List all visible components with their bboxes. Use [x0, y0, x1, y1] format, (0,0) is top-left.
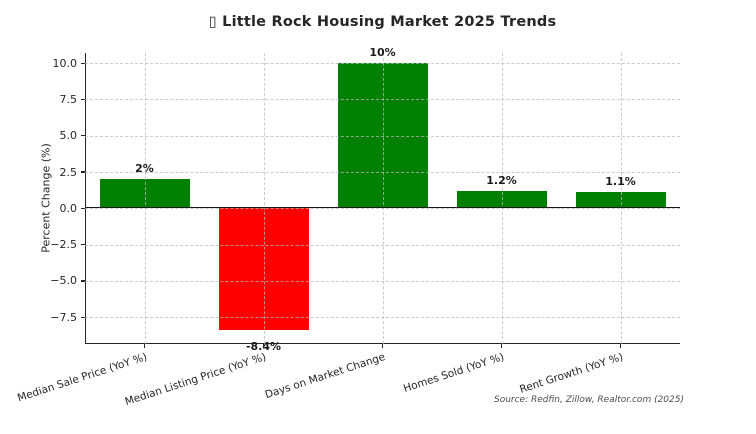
x-tick-mark	[500, 344, 503, 348]
y-tick-mark	[80, 171, 85, 173]
y-tick-mark	[80, 316, 85, 318]
y-tick-mark	[80, 207, 85, 209]
y-tick-mark	[80, 135, 85, 137]
y-tick-mark	[80, 98, 85, 101]
y-tick-mark	[80, 62, 85, 64]
gridline-v	[144, 53, 146, 344]
gridline-v	[620, 53, 622, 344]
y-tick-label: −2.5	[50, 238, 77, 252]
y-tick-label: 2.5	[59, 165, 78, 179]
source-note: Source: Redfin, Zillow, Realtor.com (202…	[493, 395, 684, 405]
bar-value-label: 2%	[135, 162, 154, 176]
y-tick-mark	[80, 280, 85, 282]
x-tick-mark	[143, 344, 146, 348]
chart-title: ▯ Little Rock Housing Market 2025 Trends	[85, 14, 680, 30]
chart-figure: ▯ Little Rock Housing Market 2025 Trends…	[15, 14, 684, 409]
x-tick-label: Rent Growth (YoY %)	[517, 351, 625, 396]
bar-value-label: 10%	[369, 46, 396, 60]
bar-value-label: 1.2%	[486, 173, 517, 187]
chart-title-text: Little Rock Housing Market 2025 Trends	[222, 14, 557, 30]
missing-glyph-house-icon: ▯	[208, 14, 217, 30]
y-tick-label: 0.0	[59, 201, 78, 215]
x-tick-label: Median Listing Price (YoY %)	[122, 351, 268, 409]
gridline-v	[382, 53, 384, 344]
x-tick-label: Homes Sold (YoY %)	[401, 351, 506, 395]
y-tick-label: −5.0	[50, 274, 77, 288]
x-tick-mark	[262, 344, 265, 348]
y-axis-label: Percent Change (%)	[39, 143, 53, 253]
x-tick-label: Days on Market Change	[263, 351, 387, 402]
x-tick-mark	[619, 344, 622, 348]
y-tick-label: 10.0	[52, 56, 78, 70]
x-tick-mark	[381, 344, 384, 348]
bar-value-label: 1.1%	[605, 175, 636, 189]
gridline-v	[263, 53, 265, 344]
zero-line	[85, 207, 680, 209]
y-tick-mark	[80, 243, 85, 246]
y-tick-label: 5.0	[59, 129, 78, 143]
gridline-v	[501, 53, 503, 344]
y-tick-label: 7.5	[59, 92, 78, 106]
y-tick-label: −7.5	[50, 310, 77, 324]
bar-value-label: -8.4%	[245, 340, 282, 354]
